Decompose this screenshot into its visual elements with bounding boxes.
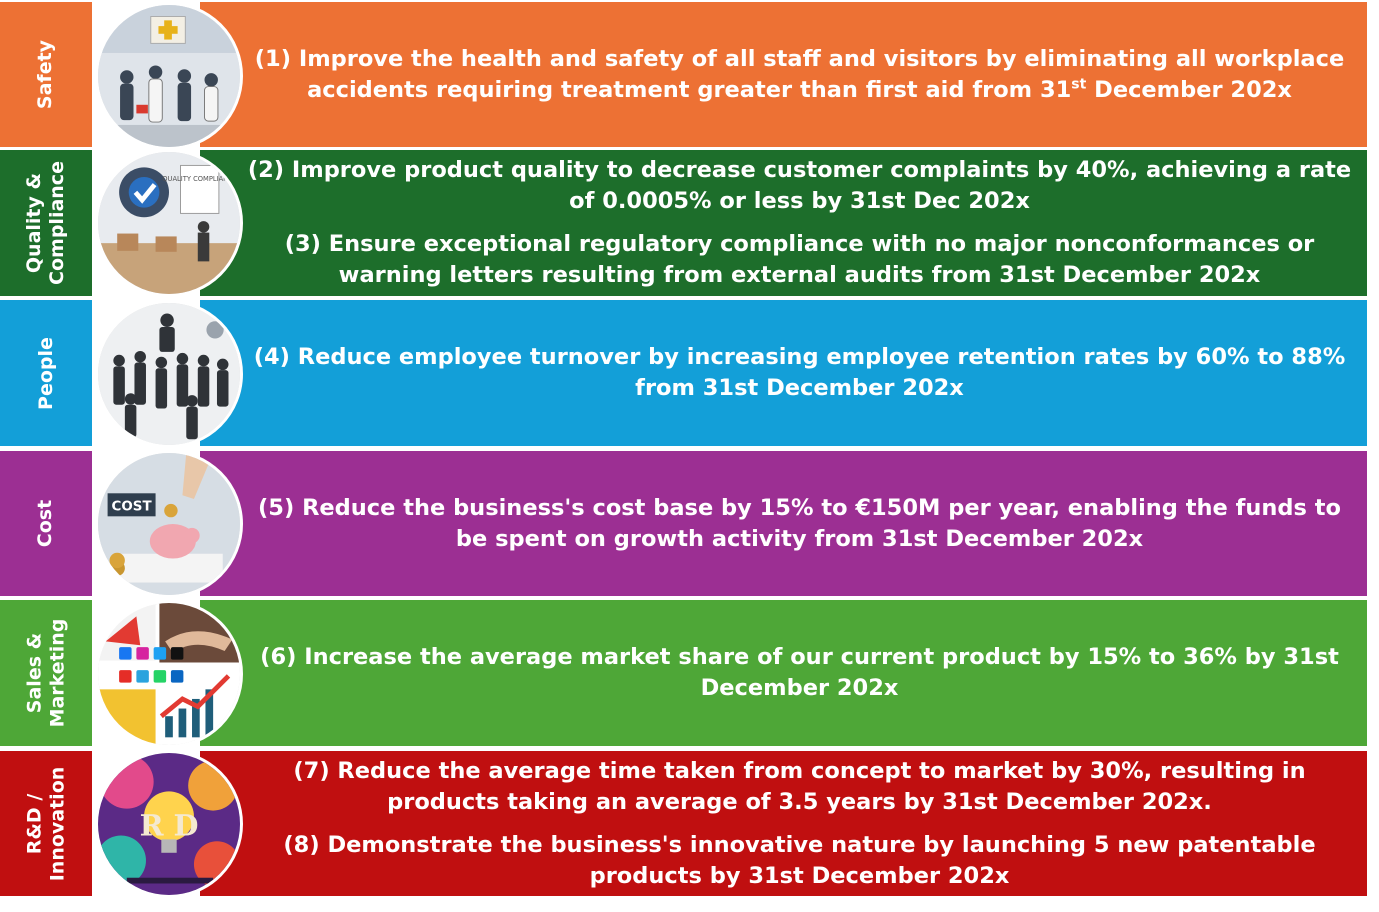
objective-band: (4) Reduce employee turnover by increasi…: [200, 300, 1367, 446]
illustration-caption: COST: [112, 500, 153, 515]
category-tab: R&D / Innovation: [0, 751, 92, 896]
handshake-social-growth-illustration-icon: [95, 600, 243, 748]
row-quality-compliance: Quality & Compliance (2) Improve product…: [0, 149, 1379, 297]
row-people: People (4) Reduce employee turnover by i…: [0, 300, 1379, 448]
category-label: Safety: [34, 39, 57, 110]
illustration-caption: QUALITY COMPLIANCE: [162, 175, 237, 183]
category-label: Quality & Compliance: [23, 161, 69, 285]
objective-text: (7) Reduce the average time taken from c…: [293, 757, 1306, 815]
objective-text: (8) Demonstrate the business's innovativ…: [283, 831, 1316, 889]
category-tab: Safety: [0, 2, 92, 147]
lightbulb-innovation-illustration-icon: R D: [95, 750, 243, 898]
row-rd-innovation: R&D / Innovation (7) Reduce the average …: [0, 750, 1379, 898]
objective-text: (2) Improve product quality to decrease …: [247, 157, 1352, 214]
row-safety: Safety (1) Improve the health and safety…: [0, 2, 1379, 150]
piggy-bank-coin-illustration-icon: COST: [95, 450, 243, 598]
objective-band: (6) Increase the average market share of…: [200, 600, 1367, 746]
objective-band: (2) Improve product quality to decrease …: [200, 150, 1367, 296]
category-tab: Cost: [0, 451, 92, 596]
team-crowd-illustration-icon: [95, 300, 243, 448]
objective-text: (3) Ensure exceptional regulatory compli…: [284, 231, 1315, 288]
objective-text: (6) Increase the average market share of…: [260, 644, 1339, 701]
category-tab: Sales & Marketing: [0, 600, 92, 746]
category-label: Cost: [34, 499, 57, 548]
objective-text: (1) Improve the health and safety of all…: [254, 45, 1345, 103]
category-tab: People: [0, 300, 92, 446]
objective-band: (7) Reduce the average time taken from c…: [200, 751, 1367, 896]
objective-band: (1) Improve the health and safety of all…: [200, 2, 1367, 147]
objective-text: (5) Reduce the business's cost base by 1…: [258, 494, 1341, 552]
objective-text: (4) Reduce employee turnover by increasi…: [253, 344, 1346, 401]
category-label: R&D / Innovation: [23, 766, 68, 881]
category-label: People: [34, 336, 57, 410]
category-tab: Quality & Compliance: [0, 150, 92, 296]
category-label: Sales & Marketing: [23, 618, 68, 728]
objective-band: (5) Reduce the business's cost base by 1…: [200, 451, 1367, 596]
row-cost: Cost (5) Reduce the business's cost base…: [0, 450, 1379, 598]
medical-workplace-illustration-icon: [95, 2, 243, 150]
illustration-caption: R D: [140, 809, 199, 843]
row-sales-marketing: Sales & Marketing (6) Increase the avera…: [0, 600, 1379, 748]
quality-gear-checkmark-illustration-icon: QUALITY COMPLIANCE: [95, 149, 243, 297]
